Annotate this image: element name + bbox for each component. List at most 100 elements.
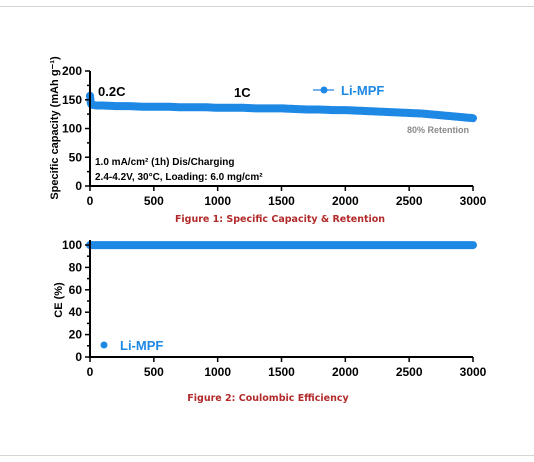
ce-x-tick-label: 2500 (396, 365, 423, 379)
capacity-y-tick-label: 150 (62, 93, 82, 107)
capacity-data-point (469, 114, 477, 122)
capacity-data-point (201, 103, 209, 111)
ce-data-point (418, 241, 426, 249)
ce-data-point (175, 241, 183, 249)
ce-data-point (444, 241, 451, 249)
ce-y-tick-label: 40 (69, 305, 83, 319)
ce-data-point (278, 241, 285, 249)
capacity-legend-label: Li-MPF (341, 83, 384, 98)
ce-legend-marker (100, 341, 108, 349)
ce-data-point (150, 241, 158, 249)
ce-data-point (239, 241, 247, 249)
condition-line-2: 2.4-4.2V, 30°C, Loading: 6.0 mg/cm² (95, 172, 263, 183)
ce-chart: 0 500 1000 1500 2000 2500 3000 0 20 40 60 80 100 CE… (53, 238, 487, 404)
capacity-data-point (367, 107, 375, 115)
ce-y-tick-label: 20 (69, 328, 83, 342)
ce-data-point (367, 241, 375, 249)
capacity-data-point (456, 113, 464, 121)
capacity-data-point (290, 105, 298, 113)
capacity-x-tick-label: 3000 (460, 194, 487, 208)
capacity-y-axis-title: Specific capacity (mAh g⁻¹) (49, 56, 61, 200)
ce-series (86, 241, 477, 250)
ce-x-ticks: 0 500 1000 1500 2000 2500 3000 (87, 357, 487, 379)
ce-data-point (303, 241, 311, 249)
ce-data-point (227, 241, 234, 249)
ce-data-point (214, 241, 222, 249)
capacity-data-point (265, 104, 273, 112)
ce-data-point (137, 241, 145, 249)
capacity-data-point (137, 103, 145, 111)
ce-x-tick-label: 500 (144, 365, 164, 379)
capacity-data-point (303, 106, 311, 113)
capacity-data-point (214, 104, 222, 112)
capacity-legend-marker (320, 86, 328, 94)
capacity-data-point (252, 104, 260, 112)
ce-legend-label: Li-MPF (120, 338, 163, 353)
capacity-x-tick-label: 2000 (332, 194, 359, 208)
capacity-data-point (431, 111, 439, 119)
capacity-data-point (444, 112, 451, 120)
capacity-data-point (380, 108, 388, 116)
capacity-data-point (92, 102, 100, 109)
capacity-data-point (354, 107, 362, 115)
ce-data-point (354, 241, 362, 249)
ce-data-point (456, 241, 464, 249)
ce-data-point (112, 241, 119, 249)
ce-y-tick-label: 60 (69, 283, 83, 297)
ce-data-point (380, 241, 388, 249)
ce-data-point (469, 241, 477, 249)
ce-data-point (265, 241, 273, 249)
retention-label: 80% Retention (407, 125, 469, 135)
capacity-y-tick-label: 50 (69, 150, 83, 164)
ce-x-tick-label: 1500 (268, 365, 295, 379)
ce-data-point (290, 241, 298, 249)
ce-y-tick-label: 100 (62, 238, 82, 252)
capacity-data-point (150, 103, 158, 111)
capacity-data-point (405, 109, 413, 117)
capacity-data-point (112, 102, 119, 110)
ce-y-axis-title: CE (%) (53, 282, 65, 318)
capacity-x-tick-label: 500 (144, 194, 164, 208)
top-divider (0, 6, 534, 7)
capacity-data-point (99, 102, 107, 109)
ce-data-point (201, 241, 209, 249)
capacity-data-point (175, 103, 183, 111)
capacity-series (86, 91, 477, 123)
ce-data-point (252, 241, 260, 249)
capacity-data-point (163, 103, 171, 111)
capacity-data-point (393, 109, 400, 116)
capacity-y-tick-label: 100 (62, 122, 82, 136)
condition-line-1: 1.0 mA/cm² (1h) Dis/Charging (95, 157, 234, 168)
capacity-x-tick-label: 0 (87, 194, 94, 208)
capacity-data-point (239, 104, 247, 112)
capacity-x-ticks: 0 500 1000 1500 2000 2500 3000 (87, 186, 487, 208)
capacity-data-point (227, 104, 234, 112)
ce-data-point (341, 241, 349, 249)
ce-data-point (431, 241, 439, 249)
ce-x-tick-label: 1000 (204, 365, 231, 379)
ce-data-point (124, 241, 132, 249)
capacity-y-tick-label: 200 (62, 64, 82, 78)
capacity-x-tick-label: 2500 (396, 194, 423, 208)
capacity-data-point (278, 104, 285, 112)
ce-data-point (99, 241, 107, 249)
bottom-divider (0, 455, 534, 456)
capacity-data-point (188, 103, 196, 111)
capacity-y-ticks: 0 50 100 150 200 (62, 64, 90, 193)
ce-x-tick-label: 0 (87, 365, 94, 379)
rate-label-main: 1C (234, 85, 251, 100)
capacity-data-point (124, 102, 132, 110)
figure-1-caption: Figure 1: Specific Capacity & Retention (175, 214, 385, 225)
ce-data-point (329, 241, 336, 249)
ce-y-tick-label: 80 (69, 260, 83, 274)
ce-data-point (188, 241, 196, 249)
capacity-y-tick-label: 0 (75, 179, 82, 193)
capacity-x-tick-label: 1000 (204, 194, 231, 208)
capacity-x-tick-label: 1500 (268, 194, 295, 208)
ce-data-point (405, 241, 413, 249)
ce-data-point (163, 241, 171, 249)
ce-x-tick-label: 3000 (460, 365, 487, 379)
capacity-data-point (316, 106, 324, 113)
